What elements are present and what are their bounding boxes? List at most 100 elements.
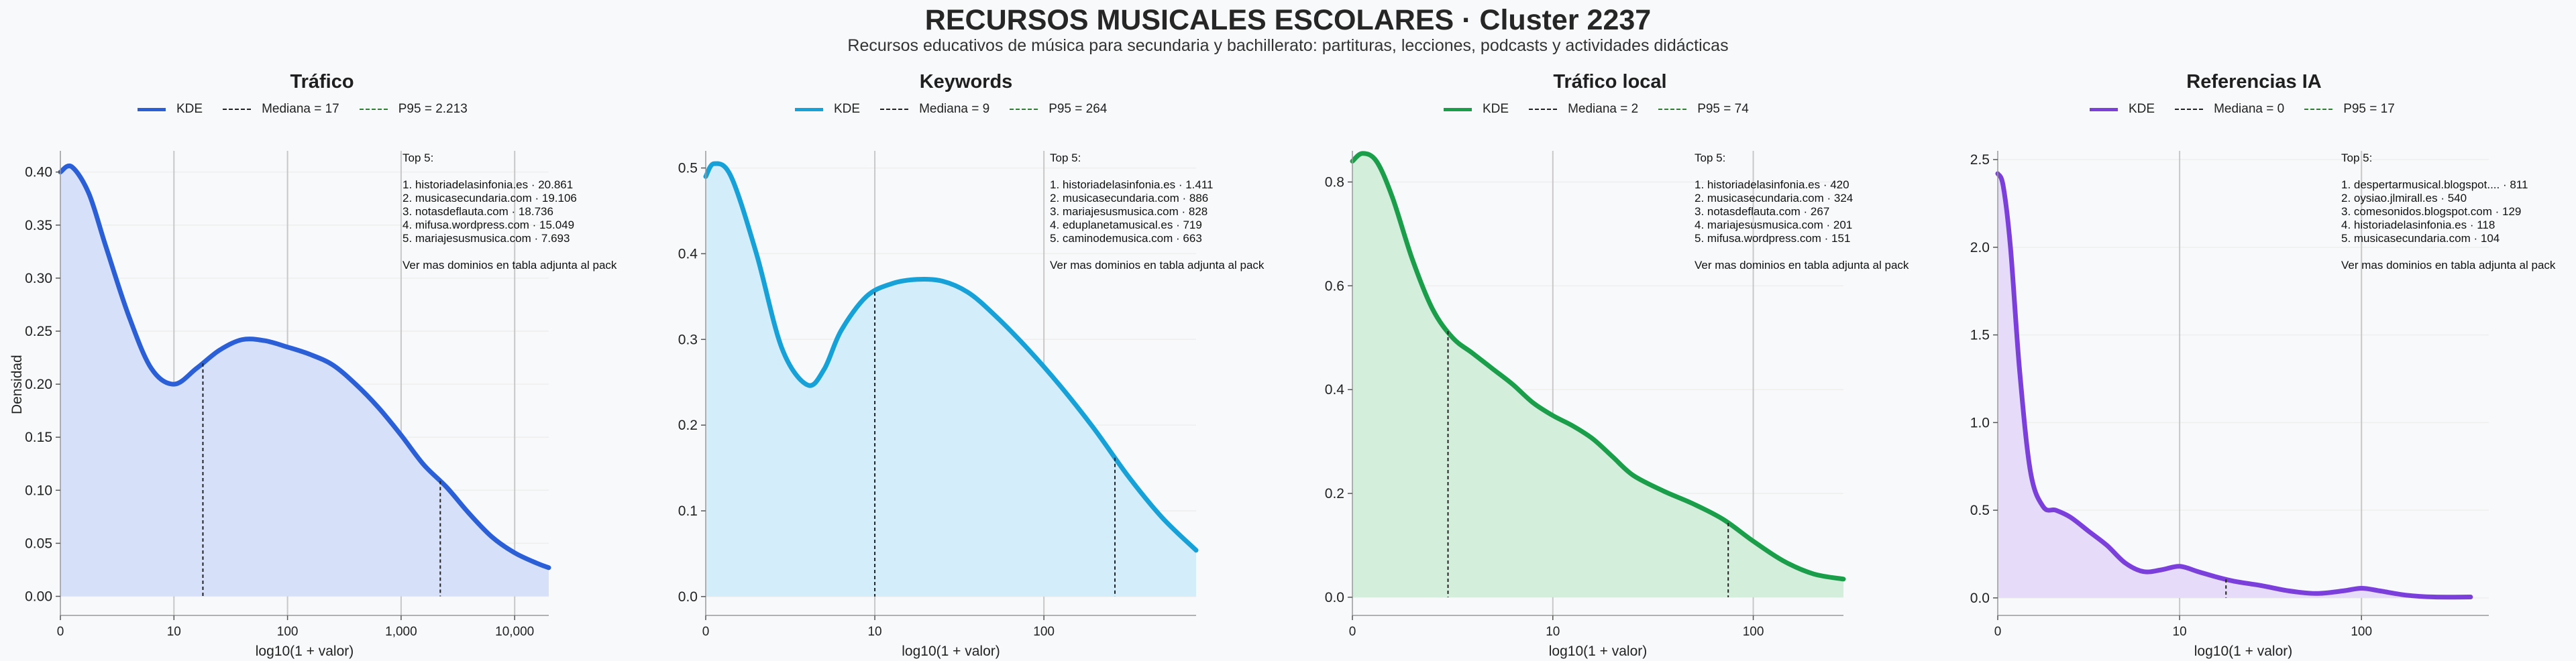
y-tick-label: 0.40 bbox=[25, 165, 52, 180]
top5-header: Top 5: bbox=[1050, 152, 1081, 164]
top5-item: 4. historiadelasinfonia.es · 118 bbox=[2341, 219, 2496, 231]
x-axis-label: log10(1 + valor) bbox=[256, 644, 354, 659]
x-tick-label: 0 bbox=[702, 625, 710, 639]
y-tick-label: 0.5 bbox=[1970, 503, 1990, 518]
legend-item-kde: KDE bbox=[2090, 102, 2155, 117]
x-tick-label: 10 bbox=[167, 625, 181, 639]
top5-item: 4. mariajesusmusica.com · 201 bbox=[1695, 219, 1853, 231]
x-tick-label: 0 bbox=[57, 625, 64, 639]
top5-item: 5. mariajesusmusica.com · 7.693 bbox=[402, 232, 570, 245]
legend-item-kde: KDE bbox=[1444, 102, 1509, 117]
y-tick-label: 2.5 bbox=[1970, 152, 1990, 168]
y-tick-label: 1.5 bbox=[1970, 328, 1990, 343]
y-tick-label: 0.8 bbox=[1325, 174, 1344, 190]
y-tick-label: 0.20 bbox=[25, 377, 52, 392]
y-tick-label: 0.4 bbox=[678, 246, 698, 261]
top5-item: 3. notasdeflauta.com · 267 bbox=[1695, 205, 1830, 218]
top5-header: Top 5: bbox=[402, 152, 434, 164]
legend-label: KDE bbox=[2129, 102, 2155, 116]
legend-swatch bbox=[359, 109, 388, 110]
chart-panel: Keywords KDE Mediana = 9 P95 = 264 0.0 0.1 0.2… bbox=[644, 0, 1288, 661]
x-tick-label: 100 bbox=[277, 625, 299, 639]
legend-swatch bbox=[2090, 107, 2118, 111]
legend-swatch bbox=[223, 109, 252, 110]
chart-title: Tráfico bbox=[290, 71, 354, 93]
legend-swatch bbox=[2304, 109, 2333, 110]
legend-swatch bbox=[1658, 109, 1687, 110]
top5-item: 3. comesonidos.blogspot.com · 129 bbox=[2341, 205, 2522, 218]
top5-item: 5. musicasecundaria.com · 104 bbox=[2341, 232, 2500, 245]
kde-line bbox=[703, 161, 1199, 553]
x-tick-label: 10,000 bbox=[495, 625, 534, 639]
y-tick-label: 0.0 bbox=[1325, 590, 1344, 605]
top5-item: 2. musicasecundaria.com · 324 bbox=[1695, 192, 1854, 204]
chart-svg: 0.0 0.5 1.0 1.5 2.0 2.5 0 10 100 log10(1 + valor) bbox=[1970, 151, 2489, 659]
legend-label: Mediana = 0 bbox=[2214, 102, 2285, 116]
y-tick-label: 0.1 bbox=[678, 503, 698, 519]
chart-panel: Tráfico local KDE Mediana = 2 P95 = 74 0.0 0.… bbox=[1288, 0, 1932, 661]
legend-swatch bbox=[1444, 107, 1472, 111]
page-title: RECURSOS MUSICALES ESCOLARES · Cluster 2… bbox=[924, 4, 1652, 36]
x-tick-label: 10 bbox=[867, 625, 881, 639]
top5-item: 3. notasdeflauta.com · 18.736 bbox=[402, 205, 553, 218]
top5-item: 5. caminodemusica.com · 663 bbox=[1050, 232, 1202, 245]
legend-label: Mediana = 9 bbox=[919, 102, 990, 116]
y-tick-label: 0.6 bbox=[1325, 278, 1344, 294]
kde-line bbox=[58, 164, 551, 570]
legend-swatch bbox=[1010, 109, 1038, 110]
y-tick-label: 0.30 bbox=[25, 271, 52, 286]
y-tick-label: 0.05 bbox=[25, 536, 52, 551]
top5-header: Top 5: bbox=[2341, 152, 2373, 164]
legend-label: P95 = 264 bbox=[1049, 102, 1108, 116]
chart-svg: 0.0 0.2 0.4 0.6 0.8 0 10 100 log10(1 + valor) bbox=[1325, 151, 1846, 659]
legend-item-p95: P95 = 2.213 bbox=[359, 102, 468, 117]
y-tick-label: 2.0 bbox=[1970, 240, 1990, 255]
top5-item: 5. mifusa.wordpress.com · 151 bbox=[1695, 232, 1851, 245]
top5-item: 3. mariajesusmusica.com · 828 bbox=[1050, 205, 1208, 218]
x-tick-label: 100 bbox=[2351, 625, 2372, 639]
chart-title: Referencias IA bbox=[2186, 71, 2322, 93]
y-tick-label: 0.25 bbox=[25, 324, 52, 339]
legend-label: P95 = 2.213 bbox=[398, 102, 468, 116]
y-tick-label: 0.0 bbox=[1970, 591, 1990, 606]
y-tick-label: 0.3 bbox=[678, 332, 698, 347]
x-tick-label: 0 bbox=[1994, 625, 2002, 639]
legend-swatch bbox=[880, 109, 909, 110]
legend-label: P95 = 17 bbox=[2343, 102, 2395, 116]
top5-annotation: Top 5: 1. despertarmusical.blogspot.... ·… bbox=[2341, 152, 2555, 272]
page-subtitle: Recursos educativos de música para secun… bbox=[847, 36, 1729, 55]
legend-item-median: Mediana = 0 bbox=[2175, 102, 2284, 117]
x-axis-label: log10(1 + valor) bbox=[2194, 644, 2293, 659]
top5-item: 4. eduplanetamusical.es · 719 bbox=[1050, 219, 1202, 231]
legend-swatch bbox=[2175, 109, 2204, 110]
legend-label: KDE bbox=[1483, 102, 1509, 116]
kde-area bbox=[1998, 173, 2471, 598]
legend-item-kde: KDE bbox=[795, 102, 860, 117]
x-tick-label: 10 bbox=[2173, 625, 2187, 639]
chart-svg: 0.0 0.1 0.2 0.3 0.4 0.5 0 10 100 log10(1 + valor) bbox=[678, 151, 1199, 659]
top5-annotation: Top 5: 1. historiadelasinfonia.es · 420 2.… bbox=[1695, 152, 1909, 272]
top5-annotation: Top 5: 1. historiadelasinfonia.es · 20.86… bbox=[402, 152, 616, 272]
legend-item-p95: P95 = 17 bbox=[2304, 102, 2395, 117]
x-tick-label: 10 bbox=[1546, 625, 1560, 639]
x-axis-label: log10(1 + valor) bbox=[1549, 644, 1648, 659]
chart-legend: KDE Mediana = 17 P95 = 2.213 bbox=[138, 102, 488, 117]
y-tick-label: 0.2 bbox=[678, 418, 698, 433]
top5-item: 2. oysiao.jlmirall.es · 540 bbox=[2341, 192, 2467, 204]
top5-item: 2. musicasecundaria.com · 886 bbox=[1050, 192, 1209, 204]
top5-footer: Ver mas dominios en tabla adjunta al pac… bbox=[1050, 259, 1265, 272]
top5-footer: Ver mas dominios en tabla adjunta al pac… bbox=[2341, 259, 2556, 272]
chart-legend: KDE Mediana = 2 P95 = 74 bbox=[1444, 102, 1769, 117]
legend-label: KDE bbox=[176, 102, 203, 116]
chart-title: Keywords bbox=[919, 71, 1013, 93]
kde-line bbox=[1350, 151, 1846, 582]
top5-item: 2. musicasecundaria.com · 19.106 bbox=[402, 192, 577, 204]
y-tick-label: 0.5 bbox=[678, 161, 698, 176]
top5-footer: Ver mas dominios en tabla adjunta al pac… bbox=[1695, 259, 1909, 272]
x-axis-label: log10(1 + valor) bbox=[902, 644, 1000, 659]
y-tick-label: 0.2 bbox=[1325, 486, 1344, 501]
legend-item-p95: P95 = 264 bbox=[1010, 102, 1107, 117]
top5-header: Top 5: bbox=[1695, 152, 1726, 164]
top5-footer: Ver mas dominios en tabla adjunta al pac… bbox=[402, 259, 617, 272]
legend-label: P95 = 74 bbox=[1697, 102, 1749, 116]
